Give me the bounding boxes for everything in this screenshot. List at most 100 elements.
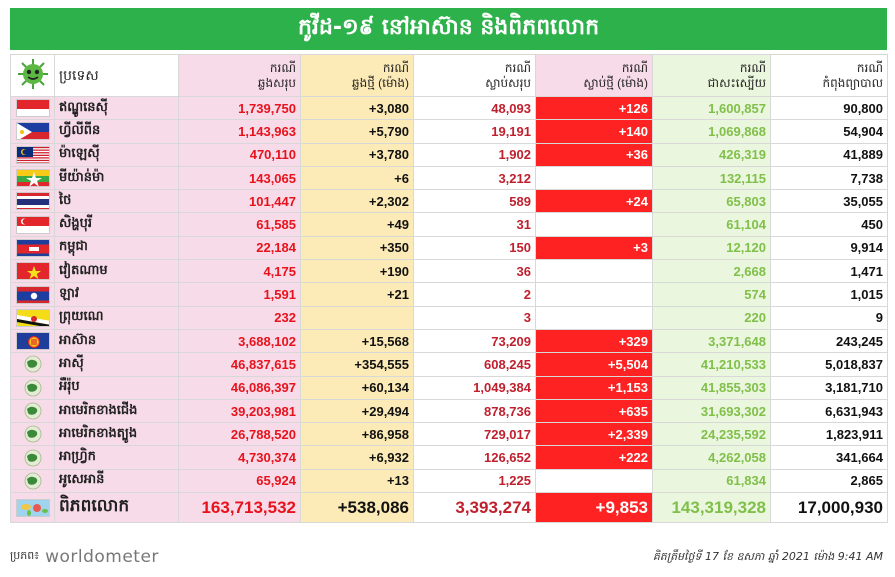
recovered: 426,319 bbox=[652, 142, 771, 167]
flag-cell bbox=[10, 282, 55, 307]
new-deaths: +126 bbox=[535, 95, 653, 121]
total-cases: 65,924 bbox=[178, 468, 301, 494]
total-cases: 470,110 bbox=[178, 142, 301, 167]
total-deaths: 31 bbox=[413, 212, 536, 237]
malaysia-flag bbox=[15, 145, 50, 164]
active-cases: 17,000,930 bbox=[770, 492, 888, 524]
country-name: ពិភពលោក bbox=[54, 492, 179, 524]
total-deaths: 73,209 bbox=[413, 328, 536, 354]
flag-cell bbox=[10, 259, 55, 284]
new-cases: +86,958 bbox=[300, 422, 414, 447]
new-cases: +538,086 bbox=[300, 492, 414, 524]
total-deaths: 878,736 bbox=[413, 398, 536, 424]
total-cases: 3,688,102 bbox=[178, 328, 301, 354]
new-cases: +13 bbox=[300, 468, 414, 494]
flag-cell bbox=[10, 165, 55, 191]
thailand-flag bbox=[15, 192, 50, 211]
total-deaths: 2 bbox=[413, 282, 536, 307]
flag-cell bbox=[10, 375, 55, 400]
flag-cell bbox=[10, 422, 55, 447]
new-cases: +3,780 bbox=[300, 142, 414, 167]
active-cases: 5,018,837 bbox=[770, 352, 888, 377]
total-deaths: 3 bbox=[413, 305, 536, 330]
new-deaths: +9,853 bbox=[535, 492, 653, 524]
flag-cell bbox=[10, 212, 55, 237]
country-name: ព្រុយណេ bbox=[54, 305, 179, 330]
new-deaths bbox=[535, 259, 653, 284]
total-deaths: 19,191 bbox=[413, 119, 536, 144]
total-cases: 4,730,374 bbox=[178, 445, 301, 470]
total-deaths: 1,902 bbox=[413, 142, 536, 167]
country-name: អាមេរិកខាងត្បូង bbox=[54, 422, 179, 447]
worldometer-logo: worldometer bbox=[45, 547, 159, 567]
new-deaths: +222 bbox=[535, 445, 653, 470]
cambodia-flag bbox=[15, 238, 50, 257]
brunei-flag bbox=[15, 308, 50, 327]
table-row: ឡាវ 1,591 +21 2 574 1,015 bbox=[10, 282, 888, 307]
header-total-deaths: ករណី ស្លាប់សរុប bbox=[413, 54, 536, 97]
total-cases: 4,175 bbox=[178, 259, 301, 284]
north-america-continent-icon bbox=[16, 402, 50, 420]
country-name: ឥណ្ឌូនេស៊ី bbox=[54, 95, 179, 121]
active-cases: 341,664 bbox=[770, 445, 888, 470]
total-cases: 1,591 bbox=[178, 282, 301, 307]
flag-cell bbox=[10, 445, 55, 470]
new-cases: +15,568 bbox=[300, 328, 414, 354]
total-cases: 46,837,615 bbox=[178, 352, 301, 377]
total-deaths: 608,245 bbox=[413, 352, 536, 377]
recovered: 1,069,868 bbox=[652, 119, 771, 144]
new-deaths: +329 bbox=[535, 328, 653, 354]
total-cases: 101,447 bbox=[178, 189, 301, 214]
recovered: 41,210,533 bbox=[652, 352, 771, 377]
total-cases: 46,086,397 bbox=[178, 375, 301, 400]
table-header-row: ប្រទេស ករណី ឆ្លងសរុប ករណី ឆ្លងថ្មី (ម៉ោង) … bbox=[10, 54, 888, 97]
new-cases bbox=[300, 305, 414, 330]
table-row: ព្រុយណេ 232 3 220 9 bbox=[10, 305, 888, 330]
europe-continent-icon bbox=[16, 379, 50, 397]
total-cases: 61,585 bbox=[178, 212, 301, 237]
total-deaths: 48,093 bbox=[413, 95, 536, 121]
source-label: ប្រភព៖ bbox=[10, 549, 40, 562]
active-cases: 2,865 bbox=[770, 468, 888, 494]
table-row: អូសេអានី 65,924 +13 1,225 61,834 2,865 bbox=[10, 468, 888, 494]
new-cases: +49 bbox=[300, 212, 414, 237]
header-recovered: ករណី ជាសះស្បើយ bbox=[652, 54, 771, 97]
country-name: អាហ្វ្រិក bbox=[54, 445, 179, 470]
covid-table: ប្រទេស ករណី ឆ្លងសរុប ករណី ឆ្លងថ្មី (ម៉ោង) … bbox=[10, 54, 888, 524]
virus-icon bbox=[18, 58, 48, 89]
active-cases: 450 bbox=[770, 212, 888, 237]
indonesia-flag bbox=[15, 99, 50, 118]
table-row: អាស៊ី 46,837,615 +354,555 608,245 +5,504 41,2… bbox=[10, 352, 888, 377]
new-cases: +6,932 bbox=[300, 445, 414, 470]
recovered: 24,235,592 bbox=[652, 422, 771, 447]
table-row: អាហ្វ្រិក 4,730,374 +6,932 126,652 +222 4,262… bbox=[10, 445, 888, 470]
new-cases: +190 bbox=[300, 259, 414, 284]
world-total-row: ពិភពលោក 163,713,532 +538,086 3,393,274 +9,85… bbox=[10, 492, 888, 524]
active-cases: 1,471 bbox=[770, 259, 888, 284]
new-deaths bbox=[535, 212, 653, 237]
total-cases: 39,203,981 bbox=[178, 398, 301, 424]
total-cases: 232 bbox=[178, 305, 301, 330]
active-cases: 3,181,710 bbox=[770, 375, 888, 400]
south-america-continent-icon bbox=[16, 425, 50, 443]
country-name: អាមេរិកខាងជើង bbox=[54, 398, 179, 424]
recovered: 65,803 bbox=[652, 189, 771, 214]
recovered: 4,262,058 bbox=[652, 445, 771, 470]
new-deaths: +2,339 bbox=[535, 422, 653, 447]
table-row: សិង្ហបុរី 61,585 +49 31 61,104 450 bbox=[10, 212, 888, 237]
country-name: អាស៊ី bbox=[54, 352, 179, 377]
total-deaths: 589 bbox=[413, 189, 536, 214]
new-deaths bbox=[535, 305, 653, 330]
country-name: ហ្វីលីពីន bbox=[54, 119, 179, 144]
new-deaths: +36 bbox=[535, 142, 653, 167]
vietnam-flag bbox=[15, 262, 50, 281]
active-cases: 7,738 bbox=[770, 165, 888, 191]
recovered: 31,693,302 bbox=[652, 398, 771, 424]
recovered: 3,371,648 bbox=[652, 328, 771, 354]
recovered: 2,668 bbox=[652, 259, 771, 284]
country-name: មីយ៉ាន់ម៉ា bbox=[54, 165, 179, 191]
flag-cell bbox=[10, 305, 55, 330]
flag-cell bbox=[10, 328, 55, 354]
total-deaths: 36 bbox=[413, 259, 536, 284]
new-deaths bbox=[535, 468, 653, 494]
